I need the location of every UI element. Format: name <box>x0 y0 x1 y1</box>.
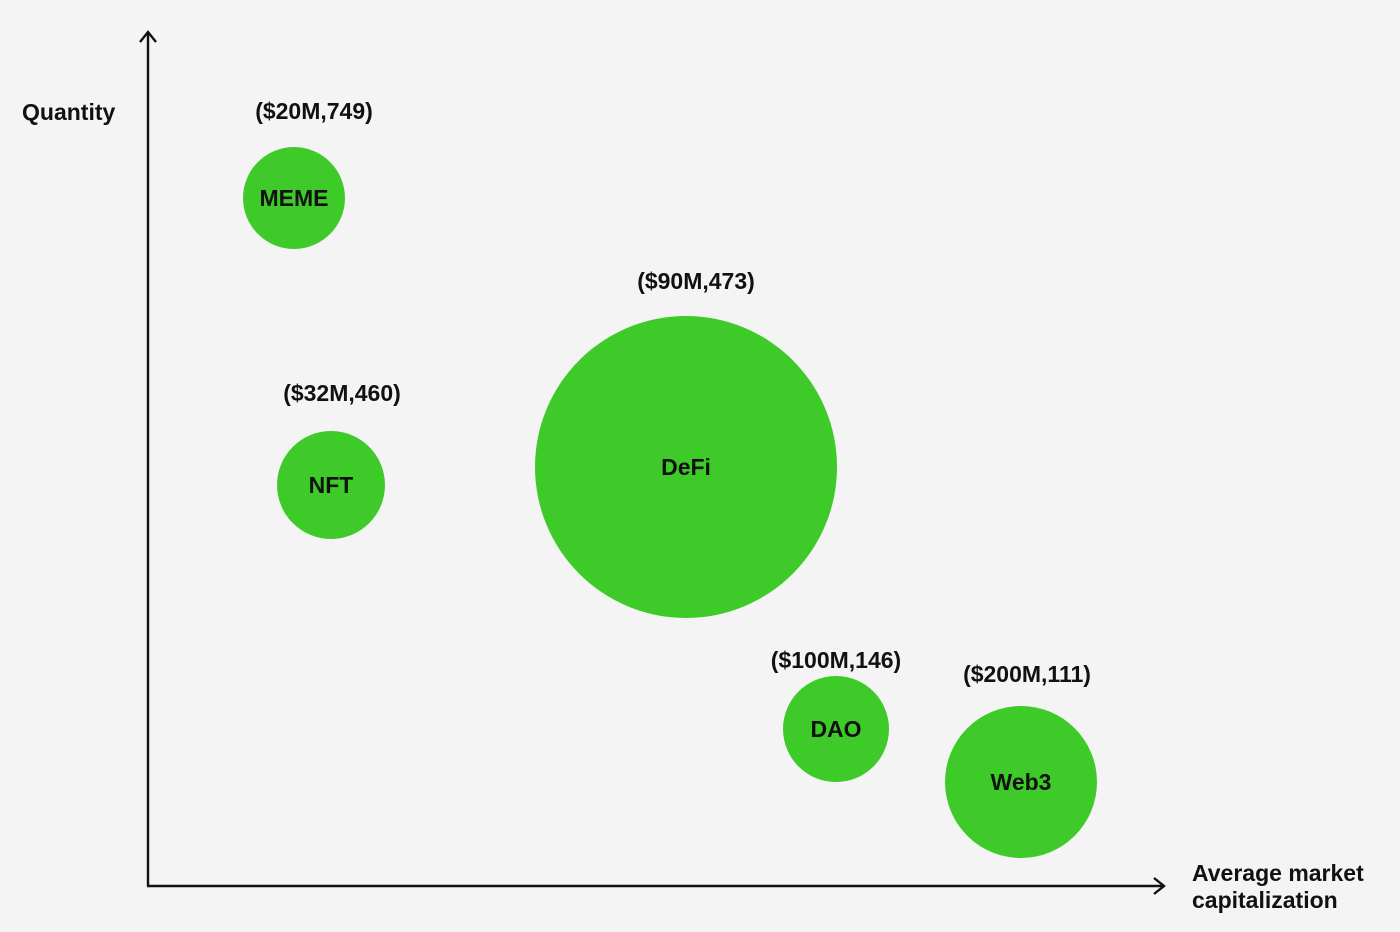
y-axis: Quantity <box>22 30 157 886</box>
x-axis-arrowhead <box>1153 877 1166 895</box>
y-axis-arrowhead <box>139 30 157 43</box>
bubble-defi-circle <box>535 316 837 618</box>
bubble-nft-name: NFT <box>309 472 354 498</box>
bubble-web3-name: Web3 <box>991 769 1052 795</box>
bubble-defi: DeFi ($90M,473) <box>535 268 837 618</box>
bubble-dao-value-label: ($100M,146) <box>771 647 901 673</box>
bubble-nft: NFT ($32M,460) <box>277 380 401 539</box>
bubble-series: MEME ($20M,749) NFT ($32M,460) DeFi ($90M,473… <box>243 98 1097 858</box>
x-axis: Average market capitalization <box>147 860 1370 913</box>
bubble-defi-value-label: ($90M,473) <box>637 268 755 294</box>
bubble-web3-circle <box>945 706 1097 858</box>
bubble-meme-name: MEME <box>260 185 329 211</box>
x-axis-title-line-1: Average market <box>1192 860 1364 886</box>
bubble-web3: Web3 ($200M,111) <box>945 661 1097 858</box>
x-axis-title: Average market capitalization <box>1192 860 1370 913</box>
bubble-meme-circle <box>243 147 345 249</box>
bubble-meme-value-label: ($20M,749) <box>255 98 373 124</box>
x-axis-title-line-2: capitalization <box>1192 887 1338 913</box>
bubble-nft-circle <box>277 431 385 539</box>
bubble-web3-value-label: ($200M,111) <box>963 661 1091 687</box>
bubble-dao-circle <box>783 676 889 782</box>
bubble-nft-value-label: ($32M,460) <box>283 380 401 406</box>
bubble-dao: DAO ($100M,146) <box>771 647 901 782</box>
bubble-dao-name: DAO <box>810 716 861 742</box>
bubble-defi-name: DeFi <box>661 454 711 480</box>
bubble-meme: MEME ($20M,749) <box>243 98 373 249</box>
y-axis-title: Quantity <box>22 99 115 125</box>
